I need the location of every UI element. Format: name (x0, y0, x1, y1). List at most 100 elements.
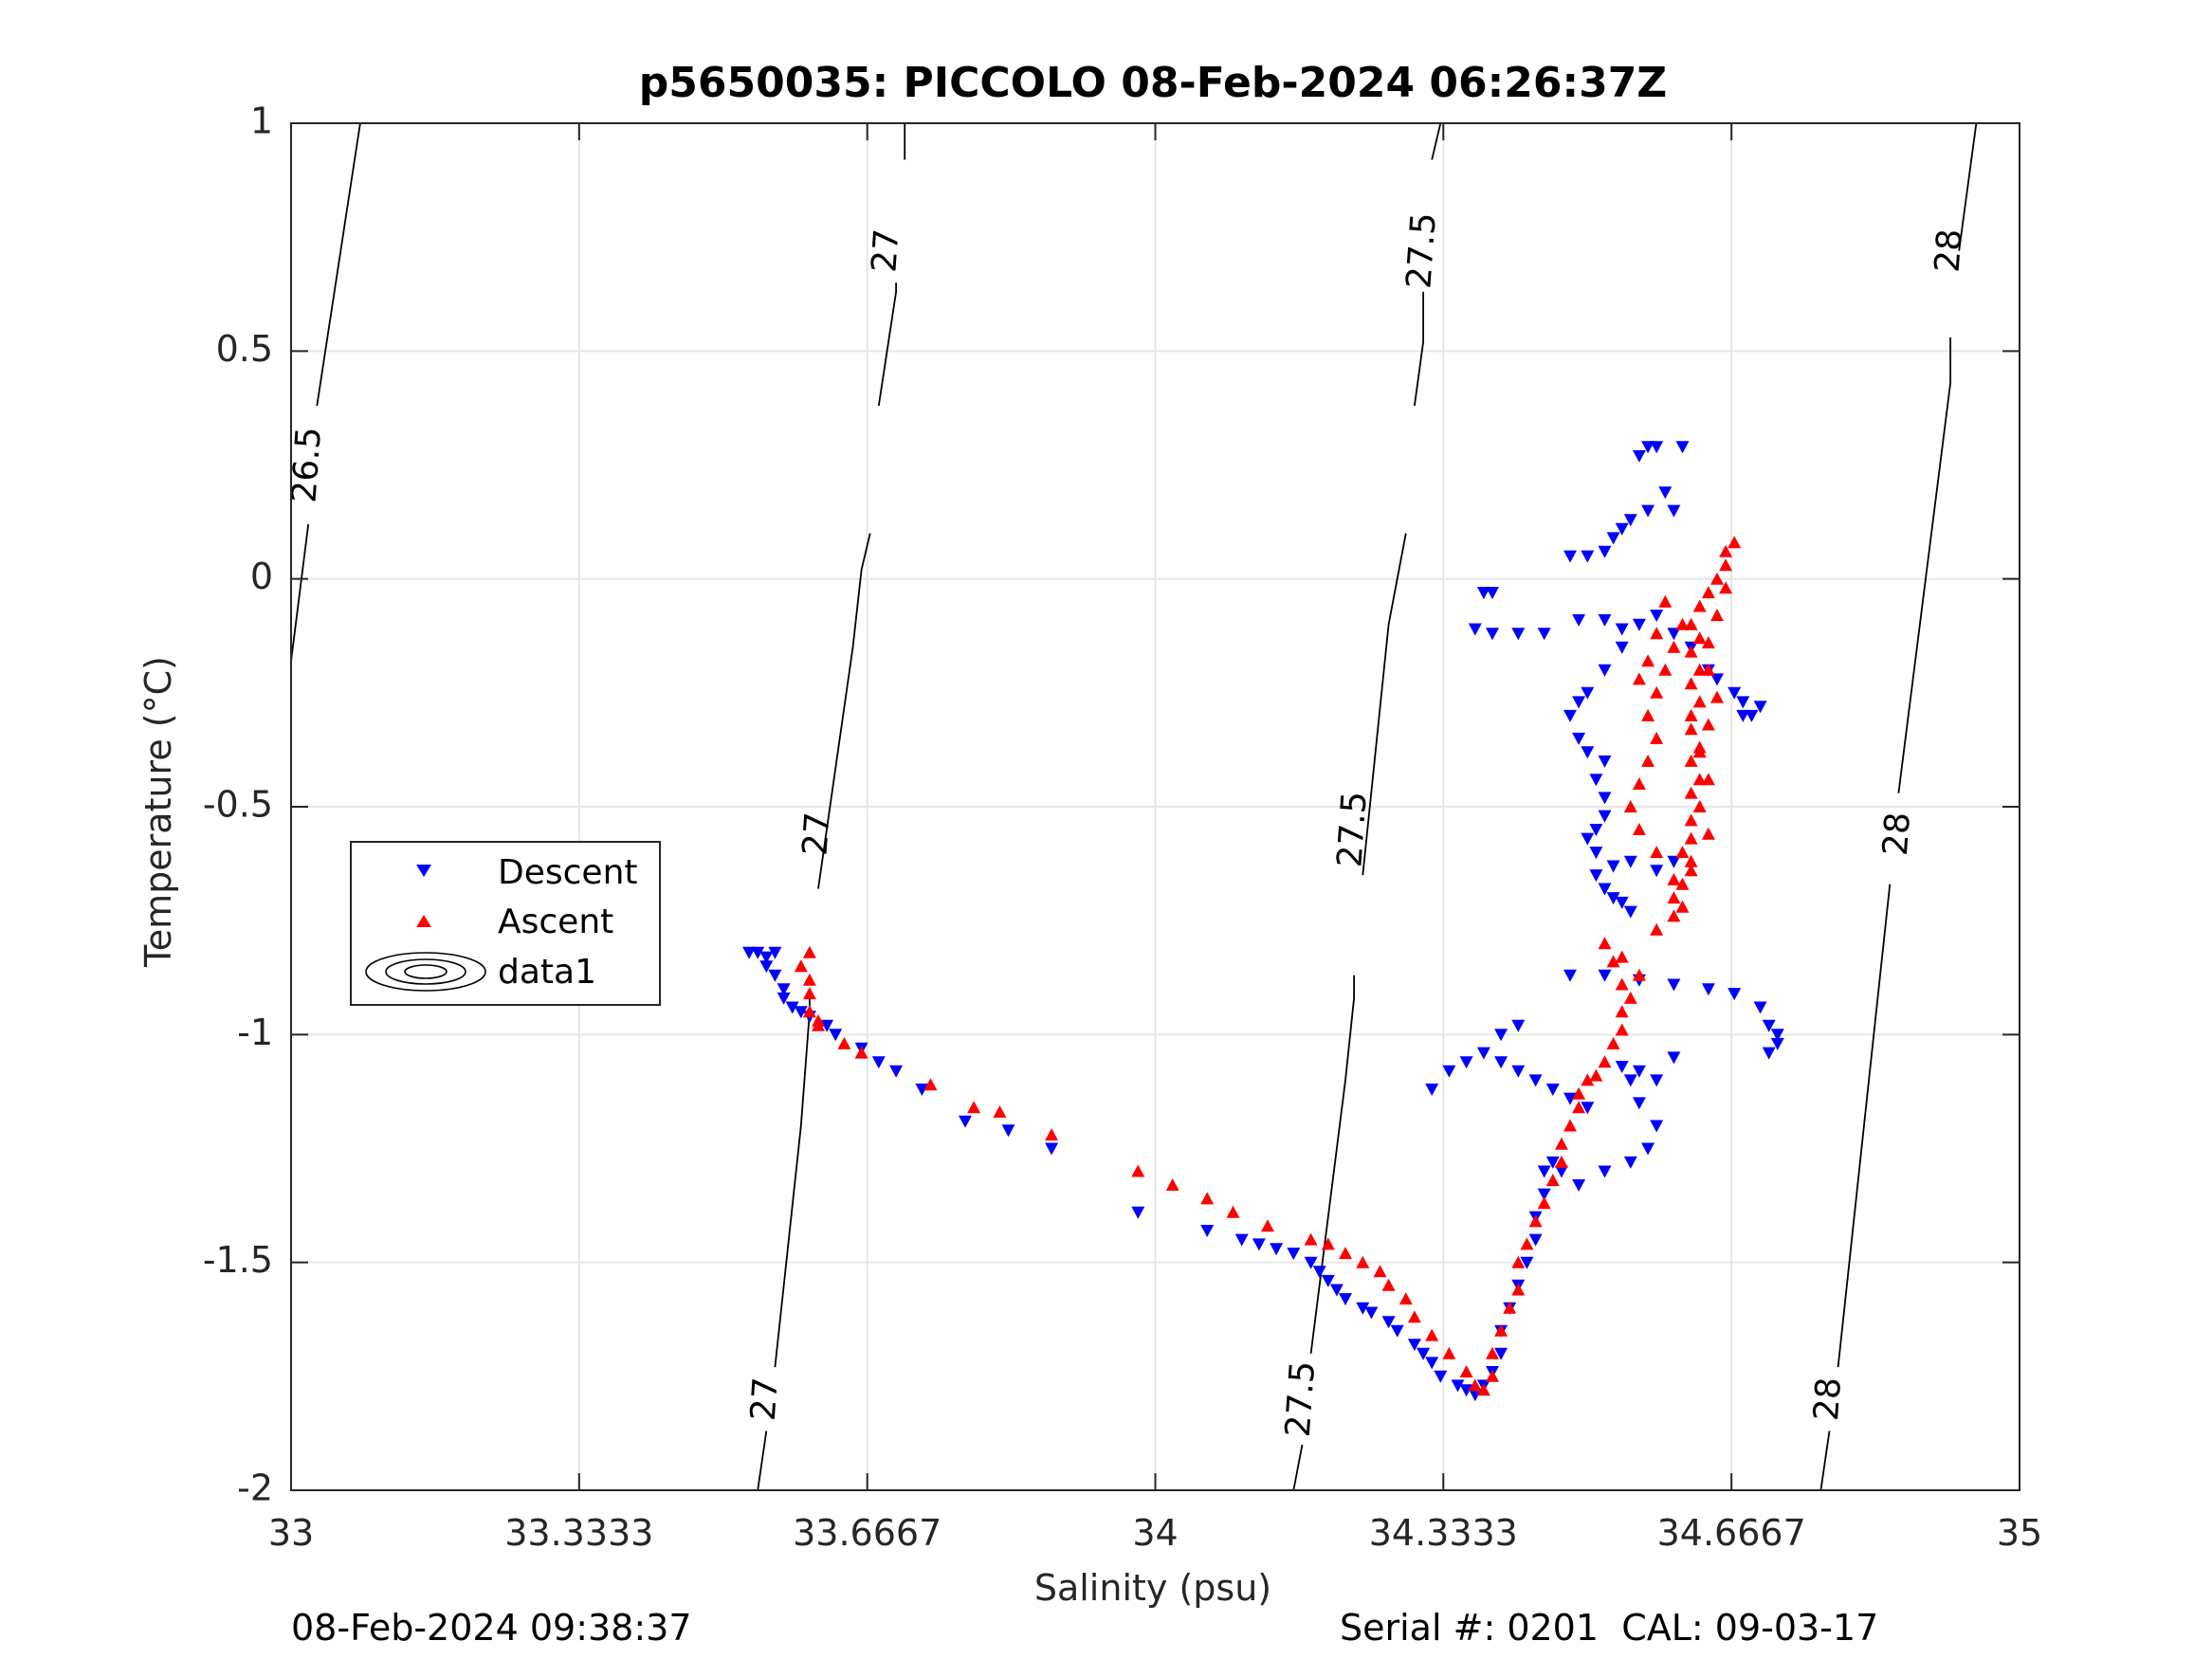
descent-point (759, 951, 774, 964)
ascent-point (1692, 599, 1707, 612)
descent-point (1623, 905, 1637, 919)
contour-line-28 (1819, 1431, 1831, 1491)
ascent-point (1692, 695, 1707, 708)
descent-point (1598, 664, 1612, 677)
ascent-point (1373, 1265, 1387, 1278)
ascent-point (1641, 654, 1655, 667)
ascent-point (1701, 773, 1715, 786)
descent-point (1572, 613, 1586, 627)
descent-point (1623, 514, 1637, 527)
descent-point (1632, 618, 1646, 631)
descent-point (1770, 1037, 1784, 1050)
descent-point (1287, 1248, 1301, 1261)
descent-point (1581, 1102, 1595, 1115)
ascent-point (1632, 968, 1646, 981)
ascent-point (1701, 586, 1715, 599)
descent-point (1623, 855, 1637, 868)
y-tick-label: -2 (237, 1468, 273, 1509)
descent-point (1632, 1097, 1646, 1110)
descent-point (1581, 832, 1595, 846)
descent-point (1494, 1347, 1508, 1360)
ascent-point (1339, 1247, 1352, 1260)
ascent-point (1692, 745, 1707, 758)
contour-label: 27.5 (1279, 1359, 1323, 1438)
ascent-point (967, 1101, 981, 1114)
ascent-point (1632, 777, 1646, 790)
descent-point (1252, 1238, 1266, 1251)
ascent-point (1554, 1155, 1568, 1168)
legend-contour-label: data1 (498, 953, 596, 992)
descent-point (1563, 709, 1577, 722)
descent-point (1623, 1156, 1637, 1169)
descent-point (794, 1006, 808, 1019)
descent-point (742, 946, 757, 959)
ascent-point (1606, 955, 1620, 968)
descent-point (1641, 1142, 1655, 1156)
ascent-point (1710, 609, 1724, 622)
descent-point (1537, 1188, 1551, 1201)
descent-point (1606, 860, 1620, 873)
descent-point (1623, 1074, 1637, 1087)
ascent-point (1684, 645, 1698, 658)
legend-contour-icon (365, 952, 486, 992)
descent-point (1615, 896, 1629, 909)
descent-point (1598, 969, 1612, 982)
descent-point (1339, 1293, 1352, 1306)
descent-point (785, 1001, 799, 1014)
ascent-point (1554, 1137, 1568, 1150)
descent-point (1321, 1274, 1335, 1287)
descent-point (1728, 686, 1742, 700)
ascent-point (1684, 722, 1698, 736)
ascent-point (1701, 636, 1715, 648)
contour-label: 28 (1807, 1376, 1849, 1423)
descent-point (1581, 746, 1595, 759)
y-tick-label: 0 (250, 556, 273, 597)
ascent-point (1684, 831, 1698, 845)
density-contours: 26.5 27 27 27 27.5 27.5 27.5 28 28 28 (284, 122, 1978, 1491)
descent-point (1606, 532, 1620, 545)
contour-line-27.5 (1292, 1444, 1304, 1491)
y-axis-label: Temperature (°C) (137, 656, 179, 968)
descent-point (1728, 988, 1742, 1001)
ascent-point (1641, 754, 1655, 767)
descent-point (1632, 1065, 1646, 1078)
ascent-point (1650, 731, 1664, 744)
descent-point (1364, 1306, 1379, 1320)
legend-descent-marker (416, 865, 431, 877)
descent-point (1598, 792, 1612, 805)
descent-point (1615, 1061, 1629, 1073)
ascent-point (1494, 1323, 1508, 1337)
ascent-point (1589, 1068, 1603, 1082)
ascent-point (1675, 617, 1690, 630)
ascent-point (1684, 854, 1698, 867)
descent-point (1417, 1347, 1431, 1360)
descent-point (1563, 550, 1577, 563)
descent-point (915, 1084, 929, 1096)
ascent-point (802, 987, 816, 1000)
ascent-point (1641, 708, 1655, 721)
descent-series (742, 441, 1784, 1402)
ascent-point (1710, 572, 1724, 585)
descent-point (1407, 1339, 1421, 1352)
contour-line-27 (877, 283, 897, 407)
descent-point (1528, 1074, 1543, 1087)
ascent-point (1398, 1292, 1413, 1305)
ascent-point (1692, 663, 1707, 676)
descent-point (768, 946, 782, 959)
descent-point (1200, 1225, 1215, 1237)
ascent-point (1692, 631, 1707, 645)
descent-point (1381, 1316, 1396, 1329)
ascent-point (1459, 1365, 1473, 1377)
descent-point (1468, 1389, 1482, 1402)
descent-point (1486, 628, 1499, 641)
descent-point (1001, 1124, 1015, 1138)
ascent-point (1615, 1023, 1629, 1036)
y-tick-label: 1 (250, 100, 273, 142)
ascent-point (923, 1078, 938, 1091)
ascent-point (1486, 1346, 1499, 1359)
descent-point (1641, 504, 1655, 518)
descent-point (1641, 441, 1655, 454)
descent-point (777, 983, 791, 996)
ascent-point (802, 945, 816, 958)
